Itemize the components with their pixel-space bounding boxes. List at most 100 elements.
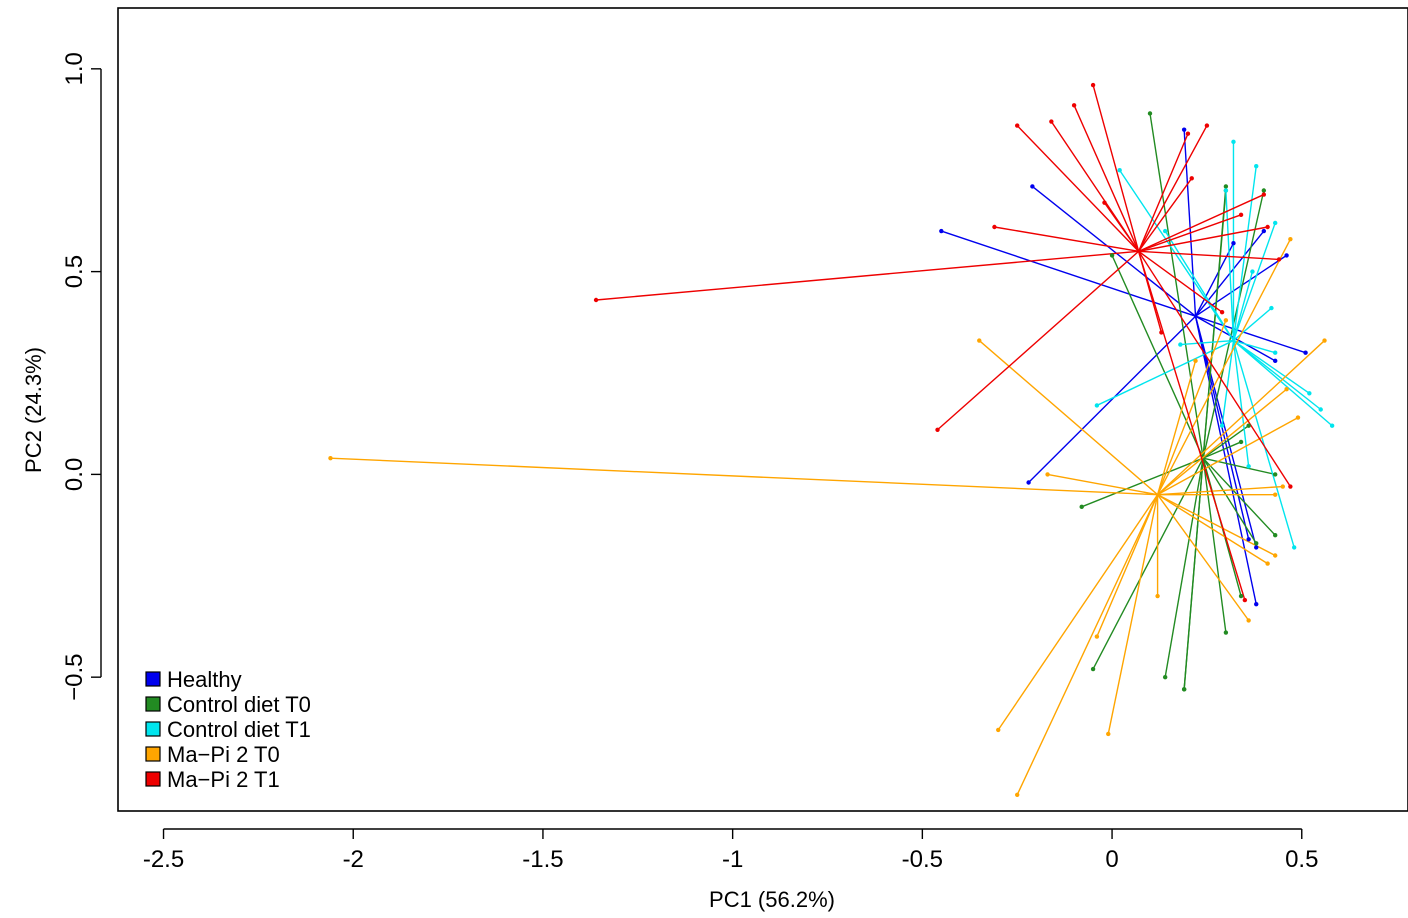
spider-line-healthy-0: [941, 230, 1196, 317]
spider-line-ma-pi-2-t0-15: [1157, 388, 1288, 496]
point-control-diet-t1-7: [1269, 305, 1274, 311]
spider-line-control-diet-t1-3: [1232, 222, 1276, 341]
point-control-diet-t0-6: [1273, 533, 1278, 538]
spider-line-control-diet-t0-10: [1092, 457, 1204, 670]
spider-line-ma-pi-2-t1-8: [1137, 133, 1189, 252]
spider-line-ma-pi-2-t1-6: [1092, 84, 1140, 252]
spider-line-control-diet-t1-5: [1164, 230, 1235, 341]
point-healthy-6: [1303, 350, 1308, 355]
spider-line-control-diet-t0-13: [1183, 458, 1204, 690]
spider-line-control-diet-t1-2: [1232, 166, 1257, 341]
spider-line-ma-pi-2-t0-16: [1156, 238, 1292, 495]
point-healthy-7: [1273, 358, 1278, 364]
legend-label-ma-pi-2-t0: Ma−Pi 2 T0: [167, 742, 280, 767]
spider-line-ma-pi-2-t1-13: [1138, 214, 1242, 252]
point-ma-pi-2-t1-12: [1265, 224, 1270, 230]
point-ma-pi-2-t1-15: [1288, 484, 1293, 489]
spider-line-control-diet-t0-6: [1202, 457, 1276, 536]
x-tick-label-4: -0.5: [902, 846, 943, 873]
spider-line-ma-pi-2-t1-16: [1137, 251, 1246, 601]
point-control-diet-t1-10: [1318, 407, 1323, 412]
point-control-diet-t1-8: [1273, 350, 1278, 355]
point-ma-pi-2-t0-5: [1106, 731, 1111, 737]
spider-line-healthy-1: [1031, 185, 1196, 317]
point-ma-pi-2-t0-13: [1295, 415, 1301, 420]
point-control-diet-t1-2: [1254, 163, 1259, 169]
point-ma-pi-2-t0-6: [1094, 634, 1100, 639]
x-tick-label-2: -1.5: [522, 846, 563, 873]
point-ma-pi-2-t0-9: [1273, 553, 1278, 558]
spider-line-control-diet-t1-14: [1221, 340, 1235, 426]
point-control-diet-t1-15: [1094, 403, 1100, 408]
point-ma-pi-2-t0-10: [1265, 561, 1270, 566]
x-axis: -2.5 -2 -1.5 -1 -0.5 0 0.5: [143, 828, 1318, 873]
x-tick-label-3: -1: [722, 846, 743, 873]
point-control-diet-t0-9: [1079, 504, 1084, 510]
spider-line-ma-pi-2-t1-11: [1138, 193, 1265, 252]
point-ma-pi-2-t1-5: [1071, 103, 1077, 108]
point-healthy-0: [939, 228, 944, 234]
spider-line-ma-pi-2-t0-1: [978, 340, 1159, 496]
point-ma-pi-2-t1-14: [1276, 257, 1282, 262]
spider-line-healthy-8: [1028, 315, 1197, 483]
legend-swatch-control-diet-t0: [145, 696, 161, 712]
spider-line-control-diet-t0-7: [1202, 425, 1250, 459]
x-tick-label-0: -2.5: [143, 846, 184, 873]
spider-line-ma-pi-2-t1-9: [1138, 177, 1193, 252]
spider-line-control-diet-t0-3: [1111, 255, 1204, 459]
point-ma-pi-2-t0-2: [1045, 472, 1050, 477]
y-axis: −0.5 0.0 0.5 1.0: [61, 52, 102, 701]
point-control-diet-t1-3: [1273, 220, 1278, 226]
point-healthy-11: [1254, 545, 1259, 550]
point-healthy-1: [1030, 184, 1035, 189]
x-tick-label-6: 0.5: [1285, 846, 1318, 873]
spider-line-ma-pi-2-t1-2: [994, 226, 1139, 253]
y-tick-label-1: 0.0: [61, 458, 88, 491]
legend-swatch-healthy: [145, 671, 161, 687]
point-ma-pi-2-t1-10: [1204, 123, 1210, 128]
spider-line-control-diet-t1-16: [1180, 339, 1234, 346]
point-ma-pi-2-t0-0: [328, 455, 333, 461]
spider-line-ma-pi-2-t1-10: [1138, 125, 1208, 252]
spider-line-control-diet-t0-14: [1202, 458, 1227, 633]
point-control-diet-t1-9: [1307, 391, 1312, 396]
legend-swatch-control-diet-t1: [145, 721, 161, 737]
spider-line-control-diet-t1-10: [1233, 340, 1322, 411]
point-ma-pi-2-t0-3: [996, 727, 1001, 733]
spider-line-control-diet-t0-9: [1081, 457, 1204, 508]
point-control-diet-t0-2: [1261, 188, 1267, 193]
spider-line-ma-pi-2-t0-3: [997, 494, 1159, 731]
point-control-diet-t0-3: [1109, 253, 1115, 258]
point-ma-pi-2-t0-17: [1223, 318, 1229, 323]
legend-item-ma-pi-2-t0: Ma−Pi 2 T0: [145, 742, 280, 767]
x-tick-label-1: -2: [343, 846, 364, 873]
point-healthy-5: [1231, 241, 1236, 246]
legend-label-healthy: Healthy: [167, 667, 242, 692]
y-tick-label-0: −0.5: [61, 653, 88, 700]
spider-line-control-diet-t1-13: [1232, 340, 1250, 467]
point-control-diet-t0-7: [1246, 423, 1251, 428]
y-tick-label-3: 1.0: [61, 52, 88, 85]
point-healthy-4: [1284, 253, 1289, 258]
point-ma-pi-2-t1-9: [1189, 176, 1194, 181]
spider-line-control-diet-t0-16: [1202, 457, 1257, 544]
point-healthy-3: [1261, 228, 1267, 234]
point-control-diet-t1-11: [1329, 423, 1335, 428]
spider-line-healthy-2: [1183, 129, 1197, 317]
point-ma-pi-2-t0-11: [1273, 492, 1278, 497]
spider-line-ma-pi-2-t1-5: [1073, 105, 1140, 252]
point-control-diet-t0-10: [1090, 666, 1096, 672]
spider-line-control-diet-t1-9: [1233, 339, 1310, 394]
point-ma-pi-2-t1-1: [935, 427, 940, 432]
spider-line-healthy-5: [1194, 242, 1235, 317]
x-axis-title: PC1 (56.2%): [709, 887, 835, 912]
point-control-diet-t0-14: [1223, 630, 1229, 635]
point-ma-pi-2-t1-18: [1219, 309, 1225, 315]
point-ma-pi-2-t0-1: [977, 338, 982, 343]
spider-line-control-diet-t1-12: [1232, 340, 1295, 548]
point-control-diet-t0-0: [1147, 111, 1153, 116]
point-control-diet-t0-11: [1162, 674, 1168, 680]
point-control-diet-t1-5: [1162, 228, 1168, 234]
legend-label-ma-pi-2-t1: Ma−Pi 2 T1: [167, 767, 280, 792]
